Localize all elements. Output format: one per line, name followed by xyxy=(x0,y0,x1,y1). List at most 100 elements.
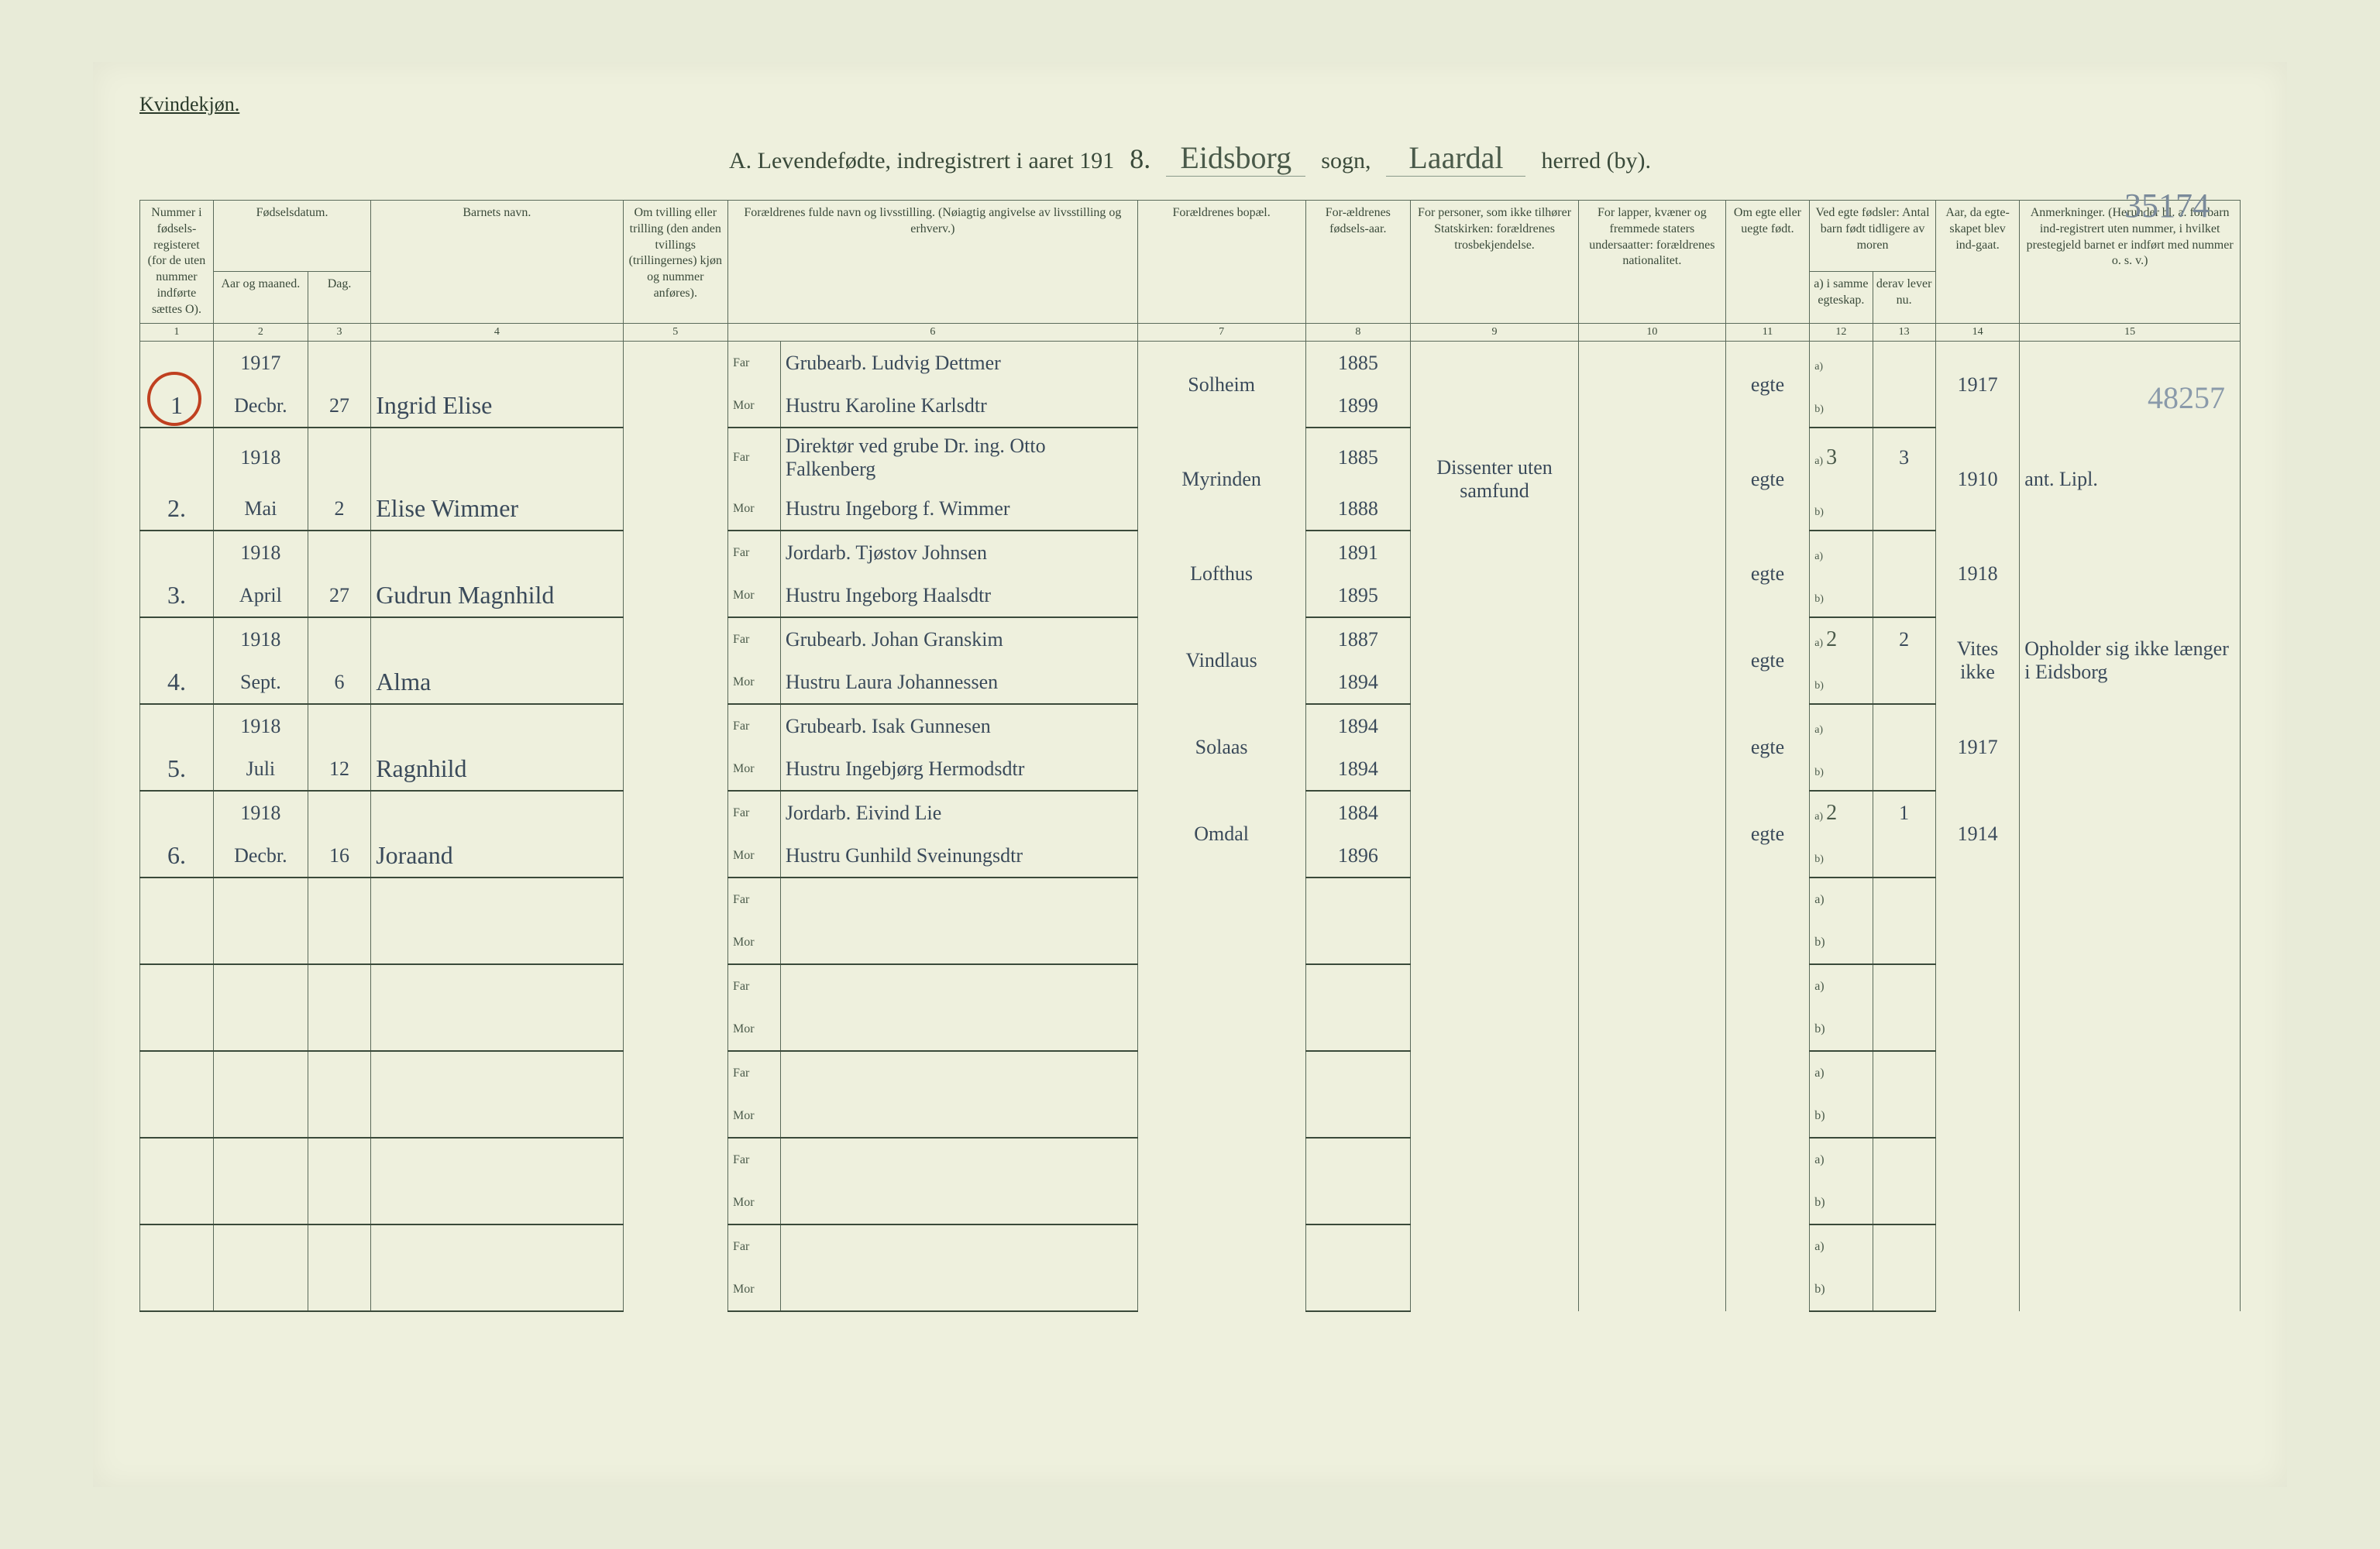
cell-bopel: Omdal xyxy=(1137,791,1305,878)
cell-month: Decbr. xyxy=(213,834,308,878)
cell xyxy=(1578,1051,1725,1138)
far-label: Far xyxy=(728,428,781,487)
hdr-c5: Om tvilling eller trilling (den anden tv… xyxy=(623,201,728,324)
mor-label: Mor xyxy=(728,487,781,531)
herred-value: Laardal xyxy=(1386,139,1525,177)
hdr-c14: Aar, da egte-skapet blev ind-gaat. xyxy=(1935,201,2019,324)
cell-nat xyxy=(1578,617,1725,704)
cell xyxy=(140,1008,214,1051)
cell xyxy=(140,921,214,964)
cell-name-top xyxy=(371,617,623,661)
cell xyxy=(1305,1008,1411,1051)
table-row-empty: Fara) xyxy=(140,1051,2241,1094)
cell-b: b) xyxy=(1810,574,1873,617)
cell xyxy=(213,1268,308,1311)
cell-lever xyxy=(1873,531,1935,574)
cell xyxy=(308,1094,370,1138)
hdr-c12a: a) i samme egteskap. xyxy=(1810,271,1873,323)
far-label: Far xyxy=(728,1138,781,1181)
cell-bopel: Myrinden xyxy=(1137,428,1305,531)
cell xyxy=(780,964,1137,1008)
cell-tros xyxy=(1411,341,1579,428)
cell xyxy=(308,921,370,964)
cell xyxy=(2020,1138,2241,1224)
cell-lever-b xyxy=(1873,661,1935,704)
cell-bopel: Vindlaus xyxy=(1137,617,1305,704)
cell xyxy=(371,1051,623,1094)
cell xyxy=(1411,1051,1579,1138)
far-label: Far xyxy=(728,1224,781,1268)
cell-mor: Hustru Ingeborg f. Wimmer xyxy=(780,487,1137,531)
far-label: Far xyxy=(728,341,781,384)
cell-nat xyxy=(1578,341,1725,428)
cell xyxy=(1935,1051,2019,1138)
cell-mor: Hustru Ingeborg Haalsdtr xyxy=(780,574,1137,617)
cell xyxy=(1305,1224,1411,1268)
cell xyxy=(371,1094,623,1138)
cell xyxy=(308,964,370,1008)
hdr-c7: Forældrenes bopæl. xyxy=(1137,201,1305,324)
cell xyxy=(623,878,728,964)
cell xyxy=(780,1181,1137,1224)
cell-a: a) 3 xyxy=(1810,428,1873,487)
cell-far: Jordarb. Eivind Lie xyxy=(780,791,1137,834)
cell-mor: Hustru Ingebjørg Hermodsdtr xyxy=(780,747,1137,791)
cell xyxy=(140,1224,214,1268)
title-line: A. Levendefødte, indregistrert i aaret 1… xyxy=(139,139,2241,177)
cell-far-aar: 1885 xyxy=(1305,341,1411,384)
cell-num: 5. xyxy=(140,747,214,791)
cell xyxy=(1935,1138,2019,1224)
cell xyxy=(1725,964,1809,1051)
far-label: Far xyxy=(728,791,781,834)
cell-far-aar: 1891 xyxy=(1305,531,1411,574)
cell-b: b) xyxy=(1810,1268,1873,1311)
cell-a: a) xyxy=(1810,1051,1873,1094)
colnum: 10 xyxy=(1578,323,1725,341)
sogn-label: sogn, xyxy=(1321,148,1371,174)
cell xyxy=(2020,878,2241,964)
cell-tros xyxy=(1411,704,1579,791)
hdr-c6: Forældrenes fulde navn og livsstilling. … xyxy=(728,201,1138,324)
cell-mor: Hustru Karoline Karlsdtr xyxy=(780,384,1137,428)
cell-anm xyxy=(2020,531,2241,617)
cell-egteskap: 1918 xyxy=(1935,531,2019,617)
cell xyxy=(1305,1094,1411,1138)
cell-lever-b xyxy=(1873,574,1935,617)
far-label: Far xyxy=(728,617,781,661)
cell xyxy=(1305,878,1411,921)
cell xyxy=(1137,1138,1305,1224)
table-row-empty: Fara) xyxy=(140,1138,2241,1181)
cell xyxy=(371,1008,623,1051)
cell-name: Gudrun Magnhild xyxy=(371,574,623,617)
colnum: 1 xyxy=(140,323,214,341)
cell-far-aar: 1884 xyxy=(1305,791,1411,834)
cell xyxy=(780,1138,1137,1181)
cell-month: Mai xyxy=(213,487,308,531)
cell xyxy=(1725,1224,1809,1311)
cell xyxy=(1137,1051,1305,1138)
cell-day-top xyxy=(308,341,370,384)
far-label: Far xyxy=(728,531,781,574)
cell xyxy=(213,1138,308,1181)
cell-tros xyxy=(1411,791,1579,878)
colnum: 14 xyxy=(1935,323,2019,341)
cell xyxy=(213,921,308,964)
cell-far: Grubearb. Ludvig Dettmer xyxy=(780,341,1137,384)
cell xyxy=(140,964,214,1008)
cell xyxy=(1578,964,1725,1051)
cell xyxy=(623,1138,728,1224)
register-page: Kvindekjøn. A. Levendefødte, indregistre… xyxy=(93,62,2287,1487)
far-label: Far xyxy=(728,964,781,1008)
colnum: 3 xyxy=(308,323,370,341)
cell xyxy=(140,1268,214,1311)
cell-twin xyxy=(623,791,728,878)
cell-lever: 1 xyxy=(1873,791,1935,834)
cell-day: 27 xyxy=(308,384,370,428)
table-row: 1918FarGrubearb. Isak GunnesenSolaas1894… xyxy=(140,704,2241,747)
mor-label: Mor xyxy=(728,574,781,617)
cell-egteskap: 1917 xyxy=(1935,704,2019,791)
hdr-c9: For personer, som ikke tilhører Statskir… xyxy=(1411,201,1579,324)
colnum: 4 xyxy=(371,323,623,341)
table-row: 1918FarJordarb. Eivind LieOmdal1884egtea… xyxy=(140,791,2241,834)
mor-label: Mor xyxy=(728,1268,781,1311)
